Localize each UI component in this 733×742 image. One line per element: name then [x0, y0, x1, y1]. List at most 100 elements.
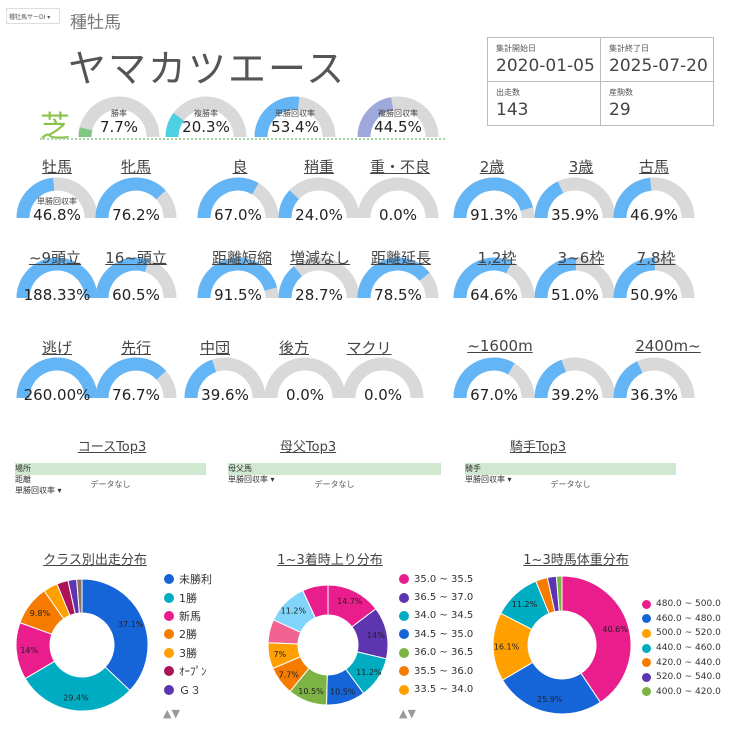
gauge-r3-c2	[95, 357, 177, 399]
legend-item[interactable]: 3勝	[164, 644, 212, 662]
donut-slice[interactable]	[24, 660, 131, 712]
top-gauge-value-1: 7.7%	[99, 118, 139, 136]
legend-item[interactable]: 35.0 ~ 35.5	[399, 570, 473, 588]
legend-label: 460.0 ~ 480.0	[656, 613, 721, 624]
slice-label: 37.1%	[118, 620, 144, 629]
legend-item[interactable]: 2勝	[164, 625, 212, 643]
gauge-value-r1-c7: 35.9%	[551, 206, 599, 224]
legend-item[interactable]: 480.0 ~ 500.0	[642, 597, 721, 612]
legend-item[interactable]: 34.0 ~ 34.5	[399, 607, 473, 625]
table-col-1: 場所	[15, 464, 31, 473]
gauge-title-r3-c5: マクリ	[346, 339, 392, 357]
legend-item[interactable]: 34.5 ~ 35.0	[399, 625, 473, 643]
legend-dot-icon	[642, 643, 651, 653]
legend-item[interactable]: 520.0 ~ 540.0	[642, 670, 721, 685]
table-sort-column[interactable]: 単勝回収率 ▾	[15, 486, 62, 495]
legend-item[interactable]: 未勝利	[164, 570, 212, 588]
runs-card: 出走数 143	[487, 81, 601, 126]
gauge-r1-c8	[613, 177, 695, 219]
gauge-title-r2-c2: 16~頭立	[105, 249, 167, 267]
gauge-value-r1-c5: 0.0%	[378, 206, 418, 224]
gauge-r1-c2	[95, 177, 177, 219]
legend-label: Ｇ３	[179, 683, 201, 697]
gauge-value-r1-c3: 67.0%	[214, 206, 262, 224]
foals-value: 29	[609, 100, 631, 120]
legend-item[interactable]: 35.5 ~ 36.0	[399, 662, 473, 680]
foals-label: 産駒数	[609, 88, 633, 97]
gauge-fill	[16, 177, 55, 219]
surface-divider	[40, 138, 445, 140]
donut-slice[interactable]	[501, 661, 602, 715]
recovery-sublabel: 単勝回収率	[37, 197, 77, 206]
gauge-title-r3-c1: 逃げ	[41, 339, 73, 357]
donut-slice[interactable]	[81, 578, 149, 692]
donut-slice[interactable]	[76, 578, 83, 614]
gauge-value-r2-c7: 51.0%	[551, 286, 599, 304]
legend-pager[interactable]: ▲▼	[163, 707, 180, 720]
gauge-r3-c8	[613, 357, 695, 399]
gauge-title-r3-c8: 2400m~	[635, 337, 701, 355]
legend-item[interactable]: 1勝	[164, 588, 212, 606]
legend-dot-icon	[642, 658, 651, 668]
gauge-fill	[16, 357, 98, 399]
gauge-value-r2-c6: 64.6%	[470, 286, 518, 304]
end-date-value: 2025-07-20	[609, 56, 708, 76]
donut-slice[interactable]	[555, 575, 563, 612]
gauge-r1-c5	[357, 177, 439, 219]
legend-pager[interactable]: ▲▼	[399, 707, 416, 720]
gauge-title-r1-c5: 重・不良	[369, 158, 431, 176]
gauge-fill	[95, 177, 166, 219]
gauge-r1-c3	[197, 177, 279, 219]
slice-label: 40.6%	[602, 625, 628, 634]
gauge-value-r2-c2: 60.5%	[112, 286, 160, 304]
legend-label: 未勝利	[179, 573, 212, 587]
gauge-value-r3-c6: 67.0%	[470, 386, 518, 404]
page-title: 種牡馬	[70, 13, 121, 33]
gauge-r2-c4	[278, 257, 360, 299]
slice-label: 16.1%	[494, 643, 520, 652]
legend-item[interactable]: 36.5 ~ 37.0	[399, 588, 473, 606]
gauge-fill	[95, 257, 150, 299]
donut-slice[interactable]	[302, 584, 329, 619]
table-sort-column[interactable]: 単勝回収率 ▾	[228, 475, 275, 484]
horse-name: ヤマカツエース	[68, 47, 347, 91]
donut-slice[interactable]	[561, 575, 632, 704]
gauge-r3-c1	[16, 357, 98, 399]
legend-item[interactable]: 新馬	[164, 607, 212, 625]
table-sort-column[interactable]: 単勝回収率 ▾	[465, 475, 512, 484]
gauge-fill	[357, 257, 430, 299]
legend-item[interactable]: 400.0 ~ 420.0	[642, 685, 721, 700]
chart-legend-2: 35.0 ~ 35.5 36.5 ~ 37.0 34.0 ~ 34.5 34.5 ~ …	[399, 570, 473, 699]
gauge-value-r1-c1: 46.8%	[33, 206, 81, 224]
legend-label: 35.5 ~ 36.0	[414, 665, 474, 677]
legend-dot-icon	[399, 574, 409, 585]
legend-item[interactable]: 420.0 ~ 440.0	[642, 655, 721, 670]
gauge-r3-c4	[264, 357, 346, 399]
legend-item[interactable]: 500.0 ~ 520.0	[642, 626, 721, 641]
legend-label: 36.0 ~ 36.5	[414, 647, 474, 659]
end-date-label: 集計終了日	[609, 44, 649, 53]
gauge-value-r2-c4: 28.7%	[295, 286, 343, 304]
gauge-title-r2-c3: 距離短縮	[211, 249, 273, 267]
gauge-r2-c5	[357, 257, 439, 299]
gauge-r1-c4	[278, 177, 360, 219]
legend-item[interactable]: 33.5 ~ 34.0	[399, 680, 473, 698]
page-tab[interactable]: 種牡馬サーDI ▾	[6, 8, 60, 24]
gauge-value-r3-c3: 39.6%	[201, 386, 249, 404]
donut-chart-3: 40.6% 25.9% 16.1% 11.2%	[492, 575, 632, 715]
start-date-card: 集計開始日 2020-01-05	[487, 37, 601, 82]
legend-item[interactable]: 440.0 ~ 460.0	[642, 641, 721, 656]
gauge-title-r3-c3: 中団	[199, 339, 231, 357]
legend-item[interactable]: 36.0 ~ 36.5	[399, 644, 473, 662]
legend-item[interactable]: ｵｰﾌﾟﾝ	[164, 662, 212, 680]
slice-label: 14.7%	[337, 597, 363, 606]
legend-label: 400.0 ~ 420.0	[656, 686, 721, 697]
legend-item[interactable]: Ｇ３	[164, 680, 212, 698]
table-empty-3: データなし	[550, 480, 591, 489]
gauge-title-r1-c4: 稍重	[303, 158, 335, 176]
start-date-value: 2020-01-05	[496, 56, 595, 76]
gauge-title-r1-c3: 良	[232, 158, 248, 176]
gauge-value-r2-c1: 188.33%	[23, 286, 91, 304]
legend-label: 440.0 ~ 460.0	[656, 643, 721, 654]
legend-item[interactable]: 460.0 ~ 480.0	[642, 612, 721, 627]
